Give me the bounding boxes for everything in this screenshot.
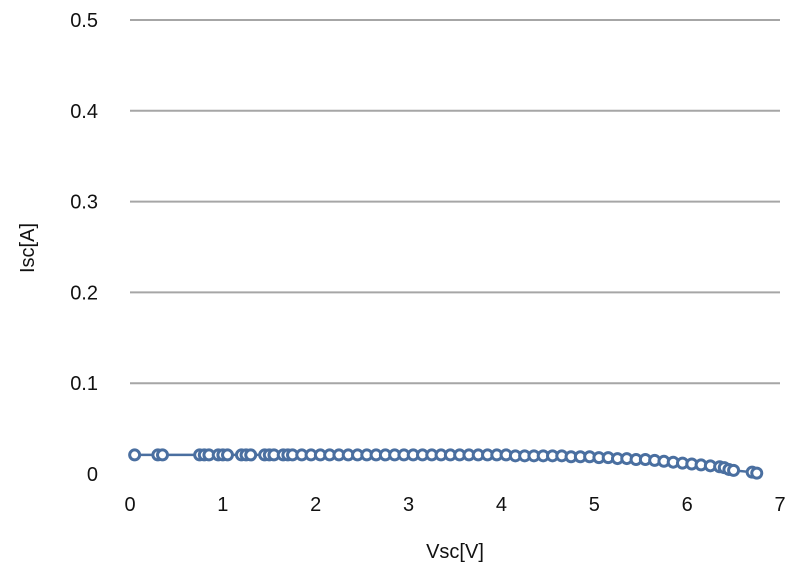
gridlines xyxy=(130,19,780,385)
y-tick-label: 0.3 xyxy=(70,192,98,214)
x-tick-labels: 0 1 2 3 4 5 6 7 xyxy=(124,494,785,516)
y-tick-label: 0.4 xyxy=(70,101,98,123)
x-tick-label: 6 xyxy=(682,494,693,516)
data-point xyxy=(750,466,764,480)
x-tick-label: 1 xyxy=(217,494,228,516)
x-axis-label: Vsc[V] xyxy=(426,541,484,563)
data-point xyxy=(244,448,258,462)
x-tick-label: 3 xyxy=(403,494,414,516)
y-tick-label: 0.2 xyxy=(70,282,98,304)
data-point xyxy=(221,448,234,462)
data-point xyxy=(128,448,142,462)
data-point xyxy=(727,463,741,477)
y-tick-label: 0.1 xyxy=(70,373,98,395)
y-tick-labels: 0 0.1 0.2 0.3 0.4 0.5 xyxy=(70,10,98,486)
x-tick-label: 2 xyxy=(310,494,321,516)
x-tick-label: 0 xyxy=(124,494,135,516)
x-tick-label: 4 xyxy=(496,494,507,516)
series-layer xyxy=(128,448,764,480)
x-tick-label: 7 xyxy=(774,494,785,516)
x-tick-label: 5 xyxy=(589,494,600,516)
data-point xyxy=(156,448,169,462)
y-tick-label: 0 xyxy=(87,464,98,486)
y-axis-label: Isc[A] xyxy=(17,223,39,273)
y-tick-label: 0.5 xyxy=(70,10,98,32)
